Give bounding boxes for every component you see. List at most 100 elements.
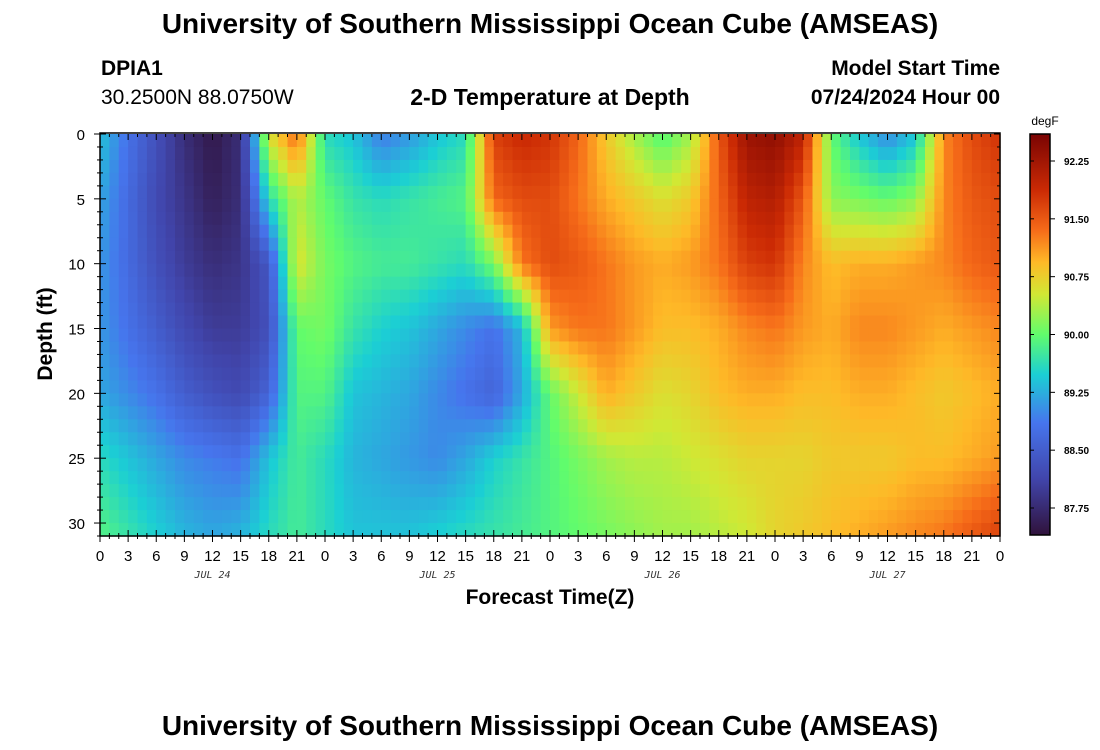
heatmap-cell	[915, 484, 926, 498]
heatmap-cell	[690, 276, 701, 291]
heatmap-cell	[390, 289, 401, 304]
heatmap-cell	[315, 302, 326, 317]
heatmap-cell	[109, 367, 120, 381]
heatmap-cell	[493, 354, 504, 369]
heatmap-cell	[634, 354, 645, 369]
heatmap-cell	[343, 419, 354, 433]
heatmap-cell	[456, 289, 467, 304]
heatmap-cell	[850, 198, 860, 213]
heatmap-cell	[971, 458, 982, 472]
heatmap-cell	[390, 354, 401, 369]
heatmap-cell	[784, 250, 795, 265]
heatmap-cell	[775, 198, 785, 213]
heatmap-cell	[165, 328, 176, 343]
heatmap-cell	[662, 289, 673, 304]
heatmap-cell	[850, 146, 860, 161]
heatmap-cell	[625, 341, 635, 356]
heatmap-cell	[193, 211, 204, 226]
heatmap-cell	[859, 237, 870, 252]
heatmap-cell	[943, 198, 954, 213]
heatmap-cell	[896, 432, 907, 446]
heatmap-cell	[146, 497, 157, 511]
heatmap-cell	[193, 224, 204, 239]
heatmap-cell	[146, 354, 157, 369]
heatmap-cell	[925, 354, 935, 369]
heatmap-cell	[831, 315, 842, 330]
heatmap-cell	[128, 354, 139, 369]
heatmap-cell	[606, 159, 617, 174]
heatmap-cell	[643, 367, 654, 381]
heatmap-cell	[512, 484, 523, 498]
heatmap-cell	[559, 134, 570, 148]
heatmap-cell	[287, 445, 298, 459]
heatmap-cell	[428, 328, 439, 343]
heatmap-cell	[550, 263, 560, 278]
heatmap-cell	[625, 146, 635, 161]
date-label: JUL 25	[418, 570, 455, 581]
heatmap-cell	[156, 211, 167, 226]
heatmap-cell	[803, 367, 814, 381]
heatmap-cell	[859, 185, 870, 200]
heatmap-cell	[409, 185, 420, 200]
heatmap-cell	[400, 406, 410, 420]
heatmap-cell	[137, 250, 148, 265]
heatmap-cell	[428, 146, 439, 161]
heatmap-cell	[259, 315, 270, 330]
heatmap-cell	[334, 263, 345, 278]
heatmap-cell	[690, 354, 701, 369]
heatmap-cell	[625, 484, 635, 498]
heatmap-cell	[840, 367, 851, 381]
heatmap-cell	[906, 510, 917, 524]
heatmap-cell	[868, 367, 879, 381]
heatmap-cell	[625, 328, 635, 343]
heatmap-cell	[165, 432, 176, 446]
heatmap-cell	[653, 471, 664, 485]
heatmap-cell	[203, 458, 214, 472]
heatmap-cell	[409, 432, 420, 446]
heatmap-cell	[400, 198, 410, 213]
heatmap-cell	[371, 185, 382, 200]
heatmap-cell	[775, 354, 785, 369]
heatmap-cell	[793, 328, 804, 343]
heatmap-cell	[100, 289, 110, 304]
heatmap-cell	[765, 159, 776, 174]
heatmap-cell	[540, 523, 551, 537]
heatmap-cell	[793, 497, 804, 511]
heatmap-cell	[643, 302, 654, 317]
heatmap-cell	[503, 497, 514, 511]
heatmap-cell	[615, 276, 626, 291]
heatmap-cell	[437, 445, 448, 459]
heatmap-cell	[315, 471, 326, 485]
heatmap-cell	[718, 419, 729, 433]
heatmap-cell	[353, 224, 364, 239]
heatmap-cell	[221, 134, 232, 148]
heatmap-cell	[456, 484, 467, 498]
heatmap-cell	[690, 159, 701, 174]
heatmap-cell	[728, 341, 739, 356]
heatmap-cell	[325, 354, 335, 369]
heatmap-cell	[221, 445, 232, 459]
heatmap-cell	[606, 367, 617, 381]
heatmap-cell	[634, 159, 645, 174]
heatmap-cell	[250, 289, 260, 304]
heatmap-cell	[418, 276, 429, 291]
heatmap-cell	[625, 354, 635, 369]
heatmap-cell	[943, 134, 954, 148]
heatmap-cell	[493, 211, 504, 226]
heatmap-cell	[981, 380, 992, 394]
heatmap-cell	[484, 224, 495, 239]
heatmap-cell	[756, 159, 767, 174]
heatmap-cell	[390, 445, 401, 459]
heatmap-cell	[681, 458, 692, 472]
heatmap-cell	[990, 367, 1001, 381]
heatmap-cell	[325, 224, 335, 239]
heatmap-cell	[793, 211, 804, 226]
heatmap-cell	[990, 432, 1001, 446]
heatmap-cell	[643, 250, 654, 265]
heatmap-cell	[550, 172, 560, 187]
heatmap-cell	[775, 432, 785, 446]
heatmap-cell	[803, 224, 814, 239]
heatmap-cell	[634, 341, 645, 356]
heatmap-cell	[437, 302, 448, 317]
heatmap-cell	[343, 484, 354, 498]
